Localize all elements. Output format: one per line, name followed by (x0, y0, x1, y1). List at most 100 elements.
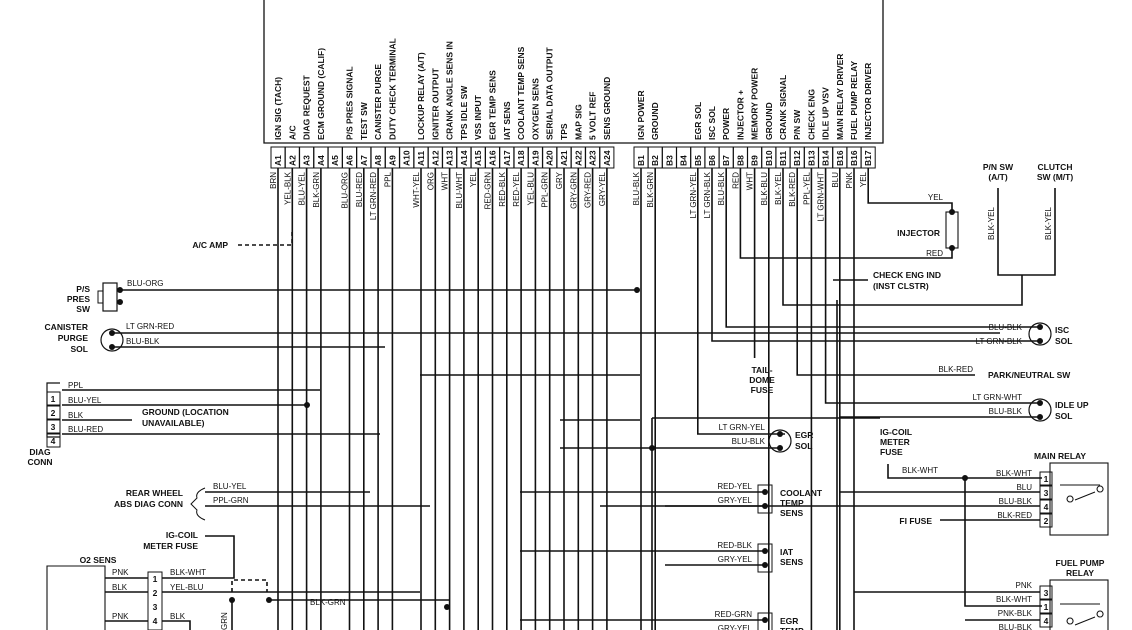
pin-number: 4 (1044, 502, 1049, 512)
label: COOLANT (780, 488, 823, 498)
label: BLK-YEL (1044, 207, 1053, 240)
pin-function-label: P/N SW (792, 109, 802, 140)
idle-up-sol-body (1028, 398, 1052, 422)
wire-color-label: RED-YEL (512, 171, 521, 206)
pin-label: B16 (835, 150, 845, 166)
pin-label: A21 (559, 150, 569, 166)
wire-color-label: BLU-ORG (127, 279, 163, 288)
pin-label: B11 (778, 151, 788, 166)
label: UNAVAILABLE) (142, 418, 205, 428)
pin-label: B6 (707, 155, 717, 166)
wire-blk-2 (162, 620, 191, 630)
label: SOL (1055, 411, 1072, 421)
label: GRY-YEL (718, 496, 753, 505)
wire-color-label: BLK-RED (788, 172, 797, 207)
label: PNK (1016, 581, 1033, 590)
splice-dot (1037, 400, 1043, 406)
pin-function-label: IGN SIG (TACH) (273, 77, 283, 140)
pin-number: 1 (153, 574, 158, 584)
egr-sol-body (768, 429, 792, 453)
ps-pres-sw-plunger (97, 290, 104, 304)
label: PNK (112, 568, 129, 577)
pin-label: B9 (750, 155, 760, 166)
label: PPL (68, 381, 84, 390)
label: BLU-YEL (213, 482, 247, 491)
pin-function-label: EGR SOL (693, 102, 703, 140)
label: SOL (71, 344, 88, 354)
pin-label: B1 (636, 155, 646, 166)
label: P/S (76, 284, 90, 294)
label: BLU-BLK (732, 437, 766, 446)
label: PURGE (58, 333, 89, 343)
wire-color-label: LT GRN-BLK (703, 171, 712, 218)
pin-number: 4 (51, 436, 56, 446)
wire-color-label: BRN (269, 172, 278, 189)
wire-B11 (782, 168, 1023, 306)
label: MAIN RELAY (1034, 451, 1086, 461)
pin-number: 2 (51, 408, 56, 418)
pin-function-label: ISC SOL (707, 106, 717, 140)
label: LT GRN-WHT (973, 393, 1023, 402)
label: TEMP (780, 498, 804, 508)
label: BLU-BLK (989, 407, 1023, 416)
canister-purge-sol-body (100, 328, 124, 352)
pin-function-label: IAT SENS (502, 101, 512, 140)
label: YEL (928, 193, 944, 202)
pin-label: B13 (806, 150, 816, 166)
pin-label: A13 (445, 150, 455, 166)
label: FI FUSE (899, 516, 932, 526)
pin-number: 3 (1044, 588, 1049, 598)
pin-label: A15 (473, 150, 483, 166)
shield (231, 579, 268, 592)
pin-label: B2 (650, 155, 660, 166)
label: LT GRN-RED (126, 322, 174, 331)
label: BLK-GRN (310, 598, 346, 607)
main-relay-body (1049, 462, 1109, 536)
wire-color-label: GRY-YEL (598, 171, 607, 206)
label: TEMP (780, 626, 804, 630)
label: FUEL PUMP (1056, 558, 1105, 568)
wire-color-label: BLU-YEL (298, 171, 307, 205)
splice-dot (777, 431, 783, 437)
label: GRY-YEL (718, 555, 753, 564)
wire-color-label: BLU-BLK (717, 171, 726, 205)
wire-color-label: PPL (383, 171, 392, 187)
wire-color-label: LT GRN-WHT (817, 172, 826, 222)
label: FUSE (751, 385, 774, 395)
wire-color-label: RED-BLK (498, 171, 507, 206)
pin-label: B8 (735, 155, 745, 166)
wire-color-label: YEL-BLU (526, 172, 535, 206)
label: YEL-BLU (170, 583, 204, 592)
label: (INST CLSTR) (873, 281, 929, 291)
wire-color-label: WHT-YEL (412, 171, 421, 207)
pin-label: A22 (573, 150, 583, 166)
pin-label: B4 (679, 155, 689, 166)
pin-number: 1 (1044, 474, 1049, 484)
label: BLU-BLK (989, 323, 1023, 332)
wire-color-label: PPL-YEL (802, 171, 811, 204)
pin-function-label: IGNITER OUTPUT (430, 67, 440, 140)
label: PNK (112, 612, 129, 621)
label: CONN (27, 457, 52, 467)
pin-label: A1 (273, 155, 283, 166)
label: SW (76, 304, 91, 314)
label: BLK-YEL (987, 207, 996, 240)
wire-B12 (796, 168, 975, 376)
wire-B17 (867, 168, 953, 212)
diag-pin (46, 391, 61, 406)
wire-color-label: RED-GRN (484, 172, 493, 210)
label: METER (880, 437, 910, 447)
pin-number: 3 (51, 422, 56, 432)
pin-label: A14 (459, 150, 469, 166)
relay-pin (1039, 599, 1053, 614)
wire-color-label: BLK-GRN (312, 172, 321, 208)
pin-label: B12 (792, 150, 802, 166)
pin-label: A5 (330, 155, 340, 166)
pin-function-label: INJECTOR + (735, 90, 745, 140)
label: CHECK ENG IND (873, 270, 941, 280)
pin-label: A11 (416, 151, 426, 166)
pin-label: B7 (721, 155, 731, 166)
wire-color-label: BLK-GRN (646, 172, 655, 208)
pin-function-label: EGR TEMP SENS (488, 70, 498, 140)
o2-sens-label: O2 SENS (80, 555, 117, 565)
